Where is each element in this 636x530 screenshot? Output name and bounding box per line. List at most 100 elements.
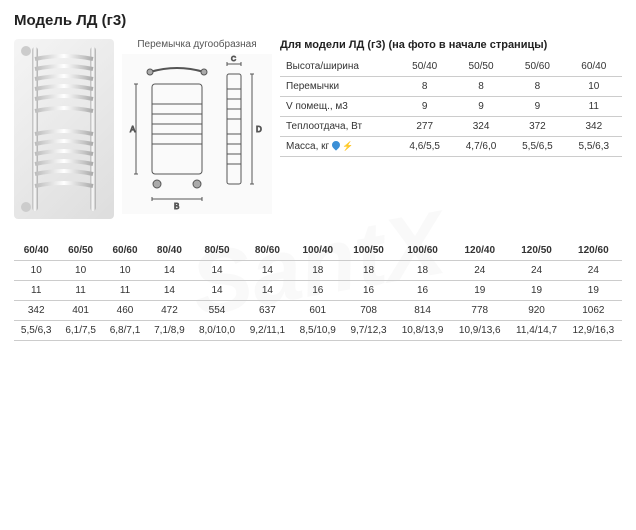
col-header: 80/50 bbox=[192, 241, 243, 261]
cell: 18 bbox=[394, 261, 451, 281]
water-icon bbox=[330, 139, 341, 150]
cell: 10 bbox=[58, 261, 102, 281]
cell: 9,7/12,3 bbox=[343, 321, 394, 341]
svg-text:A: A bbox=[130, 125, 136, 134]
cell: 50/50 bbox=[453, 57, 509, 77]
cell: 11,4/14,7 bbox=[508, 321, 564, 341]
cell: 637 bbox=[242, 301, 292, 321]
col-header: 100/50 bbox=[343, 241, 394, 261]
cell: 601 bbox=[292, 301, 343, 321]
cell: 4,7/6,0 bbox=[453, 137, 509, 157]
cell: 14 bbox=[147, 281, 191, 301]
cell: 16 bbox=[343, 281, 394, 301]
cell: 19 bbox=[508, 281, 564, 301]
cell: 472 bbox=[147, 301, 191, 321]
cell: 18 bbox=[343, 261, 394, 281]
cell: 5,5/6,3 bbox=[566, 137, 622, 157]
cell: 18 bbox=[292, 261, 343, 281]
cell: 10 bbox=[14, 261, 58, 281]
row-label: Теплоотдача, Вт bbox=[280, 117, 397, 137]
cell: 14 bbox=[192, 281, 243, 301]
cell: 554 bbox=[192, 301, 243, 321]
col-header: 100/40 bbox=[292, 241, 343, 261]
spec-block: Для модели ЛД (г3) (на фото в начале стр… bbox=[280, 39, 622, 157]
cell: 372 bbox=[509, 117, 565, 137]
cell: 9 bbox=[453, 97, 509, 117]
cell: 12,9/16,3 bbox=[565, 321, 622, 341]
diagram-label: Перемычка дугообразная bbox=[122, 39, 272, 50]
wide-table-wrap: 60/4060/5060/6080/4080/5080/60100/40100/… bbox=[14, 241, 622, 341]
page-content: Модель ЛД (г3) bbox=[0, 0, 636, 353]
col-header: 100/60 bbox=[394, 241, 451, 261]
cell: 14 bbox=[242, 261, 292, 281]
row-label: Перемычки bbox=[280, 77, 397, 97]
cell: 14 bbox=[192, 261, 243, 281]
table-row: Теплоотдача, Вт277324372342 bbox=[280, 117, 622, 137]
cell: 11 bbox=[14, 281, 58, 301]
cell: 1062 bbox=[565, 301, 622, 321]
col-header: 80/60 bbox=[242, 241, 292, 261]
cell: 24 bbox=[565, 261, 622, 281]
wide-table: 60/4060/5060/6080/4080/5080/60100/40100/… bbox=[14, 241, 622, 341]
cell: 401 bbox=[58, 301, 102, 321]
cell: 16 bbox=[394, 281, 451, 301]
table-row: 111111141414161616191919 bbox=[14, 281, 622, 301]
table-row: Перемычки88810 bbox=[280, 77, 622, 97]
cell: 10 bbox=[566, 77, 622, 97]
cell: 11 bbox=[58, 281, 102, 301]
cell: 50/60 bbox=[509, 57, 565, 77]
table-row: Масса, кг ⚡4,6/5,54,7/6,05,5/6,55,5/6,3 bbox=[280, 137, 622, 157]
cell: 14 bbox=[147, 261, 191, 281]
col-header: 60/40 bbox=[14, 241, 58, 261]
cell: 5,5/6,5 bbox=[509, 137, 565, 157]
cell: 7,1/8,9 bbox=[147, 321, 191, 341]
electric-icon: ⚡ bbox=[342, 141, 353, 152]
cell: 460 bbox=[103, 301, 147, 321]
cell: 5,5/6,3 bbox=[14, 321, 58, 341]
spec-table: Высота/ширина50/4050/5050/6060/40Перемыч… bbox=[280, 57, 622, 157]
table-row: 101010141414181818242424 bbox=[14, 261, 622, 281]
cell: 9,2/11,1 bbox=[242, 321, 292, 341]
row-label: Масса, кг ⚡ bbox=[280, 137, 397, 157]
cell: 342 bbox=[14, 301, 58, 321]
cell: 277 bbox=[397, 117, 453, 137]
col-header: 120/60 bbox=[565, 241, 622, 261]
cell: 8 bbox=[453, 77, 509, 97]
row-label: V помещ., м3 bbox=[280, 97, 397, 117]
table-row: 5,5/6,36,1/7,56,8/7,17,1/8,98,0/10,09,2/… bbox=[14, 321, 622, 341]
cell: 10 bbox=[103, 261, 147, 281]
col-header: 80/40 bbox=[147, 241, 191, 261]
cell: 19 bbox=[565, 281, 622, 301]
cell: 10,9/13,6 bbox=[451, 321, 508, 341]
dimension-diagrams: Перемычка дугообразная bbox=[122, 39, 272, 214]
cell: 16 bbox=[292, 281, 343, 301]
product-photo bbox=[14, 39, 114, 219]
cell: 8,0/10,0 bbox=[192, 321, 243, 341]
cell: 708 bbox=[343, 301, 394, 321]
svg-text:B: B bbox=[174, 202, 179, 211]
cell: 6,8/7,1 bbox=[103, 321, 147, 341]
table-row: 3424014604725546376017088147789201062 bbox=[14, 301, 622, 321]
cell: 10,8/13,9 bbox=[394, 321, 451, 341]
col-header: 60/60 bbox=[103, 241, 147, 261]
cell: 8,5/10,9 bbox=[292, 321, 343, 341]
cell: 19 bbox=[451, 281, 508, 301]
svg-text:C: C bbox=[231, 56, 236, 63]
spec-title: Для модели ЛД (г3) (на фото в начале стр… bbox=[280, 39, 622, 51]
cell: 778 bbox=[451, 301, 508, 321]
cell: 8 bbox=[397, 77, 453, 97]
page-title: Модель ЛД (г3) bbox=[14, 12, 622, 29]
col-header: 120/50 bbox=[508, 241, 564, 261]
cell: 14 bbox=[242, 281, 292, 301]
cell: 24 bbox=[451, 261, 508, 281]
table-row: V помещ., м399911 bbox=[280, 97, 622, 117]
col-header: 120/40 bbox=[451, 241, 508, 261]
cell: 4,6/5,5 bbox=[397, 137, 453, 157]
cell: 8 bbox=[509, 77, 565, 97]
cell: 920 bbox=[508, 301, 564, 321]
cell: 324 bbox=[453, 117, 509, 137]
cell: 24 bbox=[508, 261, 564, 281]
cell: 814 bbox=[394, 301, 451, 321]
cell: 50/40 bbox=[397, 57, 453, 77]
cell: 9 bbox=[397, 97, 453, 117]
